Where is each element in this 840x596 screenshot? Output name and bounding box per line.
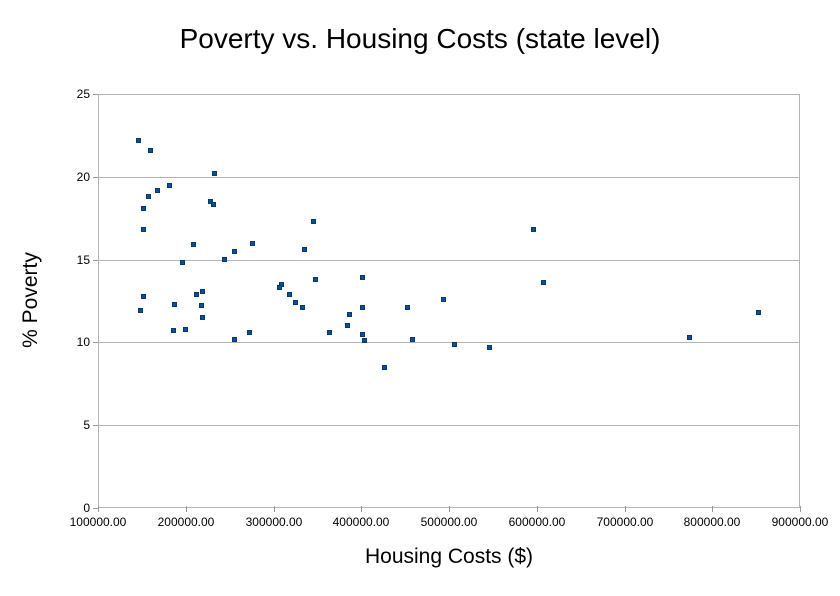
data-point: [183, 327, 188, 332]
data-point: [360, 305, 365, 310]
chart-title: Poverty vs. Housing Costs (state level): [179, 23, 661, 54]
x-axis-tick-label: 800000.00: [683, 515, 741, 529]
data-point: [311, 219, 316, 224]
data-point: [211, 202, 216, 207]
data-point: [347, 312, 352, 317]
data-point: [180, 260, 185, 265]
data-point: [200, 289, 205, 294]
data-point: [167, 183, 172, 188]
y-axis-tick-label: 0: [83, 501, 90, 515]
data-point: [172, 302, 177, 307]
x-axis-tick-label: 400000.00: [332, 515, 390, 529]
data-point: [360, 332, 365, 337]
x-axis-title: Housing Costs ($): [364, 545, 534, 568]
data-point: [362, 338, 367, 343]
x-axis-tick: [361, 506, 362, 512]
plot-area: [98, 94, 800, 508]
x-axis-tick: [712, 506, 713, 512]
data-point: [441, 297, 446, 302]
data-point: [212, 171, 217, 176]
data-point: [410, 337, 415, 342]
y-axis-tick: [93, 94, 98, 95]
data-point: [141, 294, 146, 299]
data-point: [200, 315, 205, 320]
x-axis-tick: [537, 506, 538, 512]
y-axis-tick: [93, 177, 98, 178]
y-axis-tick: [93, 260, 98, 261]
x-axis-tick-label: 900000.00: [771, 515, 829, 529]
y-axis-tick-label: 25: [76, 87, 90, 101]
data-point: [687, 335, 692, 340]
y-axis-tick: [93, 342, 98, 343]
x-axis-tick: [186, 506, 187, 512]
y-axis-tick-label: 10: [76, 335, 90, 349]
data-point: [313, 277, 318, 282]
data-point: [487, 345, 492, 350]
data-point: [232, 337, 237, 342]
data-point: [138, 308, 143, 313]
x-axis-tick: [449, 506, 450, 512]
data-point: [141, 206, 146, 211]
x-axis-tick-label: 700000.00: [596, 515, 654, 529]
data-point: [247, 330, 252, 335]
data-point: [148, 148, 153, 153]
x-axis-tick: [98, 506, 99, 512]
y-gridline: [98, 260, 800, 261]
data-point: [232, 249, 237, 254]
data-point: [300, 305, 305, 310]
data-point: [171, 328, 176, 333]
data-point: [360, 275, 365, 280]
data-point: [345, 323, 350, 328]
x-axis-tick-label: 300000.00: [245, 515, 303, 529]
y-axis-tick: [93, 425, 98, 426]
data-point: [756, 310, 761, 315]
data-point: [208, 199, 213, 204]
data-point: [191, 242, 196, 247]
data-point: [287, 292, 292, 297]
x-axis-tick: [274, 506, 275, 512]
data-point: [327, 330, 332, 335]
data-point: [250, 241, 255, 246]
y-gridline: [98, 177, 800, 178]
data-point: [277, 285, 282, 290]
x-axis-tick-label: 600000.00: [508, 515, 566, 529]
data-point: [293, 300, 298, 305]
data-point: [405, 305, 410, 310]
x-axis-tick-label: 100000.00: [69, 515, 127, 529]
data-point: [136, 138, 141, 143]
x-axis-tick-label: 500000.00: [420, 515, 478, 529]
x-axis-tick-label: 200000.00: [157, 515, 215, 529]
data-point: [141, 227, 146, 232]
y-axis-tick-label: 15: [76, 253, 90, 267]
data-point: [146, 194, 151, 199]
data-point: [452, 342, 457, 347]
data-point: [531, 227, 536, 232]
x-axis-tick: [625, 506, 626, 512]
data-point: [541, 280, 546, 285]
data-point: [302, 247, 307, 252]
data-point: [382, 365, 387, 370]
y-axis-tick: [93, 508, 98, 509]
y-axis-tick-label: 20: [76, 170, 90, 184]
data-point: [222, 257, 227, 262]
y-axis-tick-label: 5: [83, 418, 90, 432]
x-axis-tick: [800, 506, 801, 512]
data-point: [155, 188, 160, 193]
y-gridline: [98, 425, 800, 426]
data-point: [199, 303, 204, 308]
data-point: [194, 292, 199, 297]
y-gridline: [98, 342, 800, 343]
